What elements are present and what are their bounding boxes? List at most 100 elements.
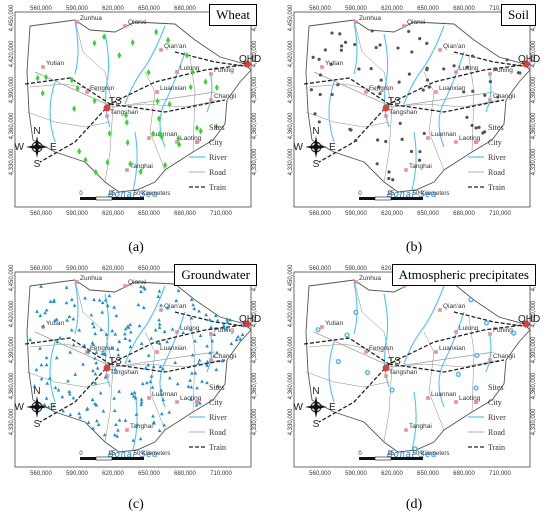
legend-label-train: Train	[209, 183, 226, 192]
county-boundary	[104, 366, 114, 443]
city-marker	[434, 350, 438, 354]
site-marker	[90, 397, 95, 401]
scale-label-mid: 25	[109, 191, 116, 197]
city-marker	[105, 114, 109, 118]
site-marker	[150, 385, 155, 389]
site-marker	[135, 422, 139, 427]
x-tick-label-bottom: 650,000	[138, 211, 160, 217]
site-marker	[39, 284, 43, 288]
site-marker	[174, 298, 178, 303]
sea-label: Bohai Sea	[108, 189, 159, 199]
site-marker-center	[512, 331, 515, 335]
compass-needle-ew	[26, 404, 48, 410]
map-panel-wheat: 560,000 560,000 590,000 590,000 620,000 620,0…	[3, 2, 261, 230]
site-marker	[82, 343, 87, 347]
panel-caption: (a)	[128, 240, 144, 255]
site-marker	[210, 339, 215, 343]
site-marker	[52, 298, 56, 302]
compass-label-w: W	[294, 142, 304, 153]
x-tick-label-bottom: 620,000	[381, 211, 403, 217]
city-marker	[125, 428, 129, 432]
train-line	[109, 359, 226, 373]
site-marker	[137, 323, 142, 328]
city-label-yutian: Yutian	[325, 60, 343, 67]
city-marker	[438, 48, 442, 52]
site-marker	[208, 350, 212, 355]
map-svg: 560,000 560,000 590,000 590,000 620,000 620,0…	[9, 4, 261, 217]
site-marker	[45, 381, 50, 385]
legend-label-sites: Sites	[209, 123, 225, 132]
site-marker	[65, 318, 70, 322]
city-marker	[488, 72, 492, 76]
site-marker	[241, 323, 246, 328]
x-tick-label-top: 620,000	[102, 6, 124, 12]
site-marker	[94, 350, 99, 354]
site-marker	[58, 335, 62, 340]
site-marker	[452, 64, 456, 68]
y-tick-label-left: 4,450,000	[9, 264, 15, 291]
map-svg: 560,000 560,000 590,000 590,000 620,000 620,0…	[9, 264, 261, 477]
x-tick-label-bottom: 560,000	[30, 471, 52, 477]
city-label-zunhua: Zunhua	[80, 275, 102, 282]
site-marker	[143, 287, 147, 291]
site-marker	[113, 432, 117, 437]
site-marker	[107, 293, 112, 298]
site-marker	[77, 328, 82, 332]
site-marker	[93, 401, 97, 406]
site-marker	[220, 358, 225, 362]
site-marker	[102, 351, 106, 356]
site-marker	[168, 376, 172, 380]
y-tick-label-left: 4,420,000	[9, 40, 15, 67]
site-marker	[213, 313, 218, 318]
y-tick-label-left: 4,420,000	[288, 300, 294, 327]
city-label-changli: Changli	[493, 93, 515, 100]
city-marker	[384, 374, 388, 378]
scale-bar-white	[95, 456, 113, 461]
legend-label-train: Train	[209, 443, 226, 452]
site-marker	[186, 384, 191, 388]
city-label-zunhua: Zunhua	[80, 15, 102, 22]
city-label-ts: TS	[109, 356, 122, 367]
site-marker	[126, 324, 130, 328]
site-marker	[317, 120, 321, 124]
city-label-qianxi: Qianxi	[128, 279, 146, 286]
site-marker	[418, 36, 422, 41]
site-marker	[69, 76, 74, 84]
site-marker	[102, 432, 107, 437]
site-marker	[422, 131, 426, 136]
legend-city-swatch	[474, 140, 478, 144]
site-marker	[197, 358, 202, 362]
city-label-changli: Changli	[493, 353, 515, 360]
site-marker	[465, 115, 469, 119]
legend-label-river: River	[209, 153, 227, 162]
site-marker	[115, 434, 119, 438]
site-marker	[48, 299, 53, 303]
county-boundary	[26, 371, 111, 388]
site-marker	[200, 379, 204, 383]
legend-label-city: City	[209, 138, 223, 147]
scale-bar-black	[80, 457, 96, 460]
site-marker	[181, 330, 185, 335]
x-tick-label-top: 590,000	[345, 6, 367, 12]
site-marker	[110, 346, 114, 350]
y-tick-label-left: 4,390,000	[288, 336, 294, 363]
river-line	[403, 285, 445, 365]
river-line	[49, 341, 56, 403]
site-marker	[160, 411, 164, 416]
y-tick-label-right: 4,390,000	[531, 76, 537, 103]
city-label-fengrun: Fengrun	[369, 85, 394, 92]
site-marker	[112, 408, 117, 413]
legend-label-train: Train	[488, 443, 505, 452]
site-marker	[139, 402, 144, 407]
panel-caption: (c)	[128, 497, 144, 512]
site-marker	[138, 436, 143, 441]
city-label-lulong: Lulong	[180, 325, 200, 332]
city-marker	[175, 140, 179, 144]
site-marker	[159, 303, 163, 307]
city-label-qianxi: Qianxi	[407, 19, 425, 26]
site-marker	[336, 83, 340, 87]
site-marker	[496, 95, 500, 99]
legend-label-sites: Sites	[488, 383, 504, 392]
river-line	[49, 81, 56, 143]
site-marker	[91, 368, 95, 373]
